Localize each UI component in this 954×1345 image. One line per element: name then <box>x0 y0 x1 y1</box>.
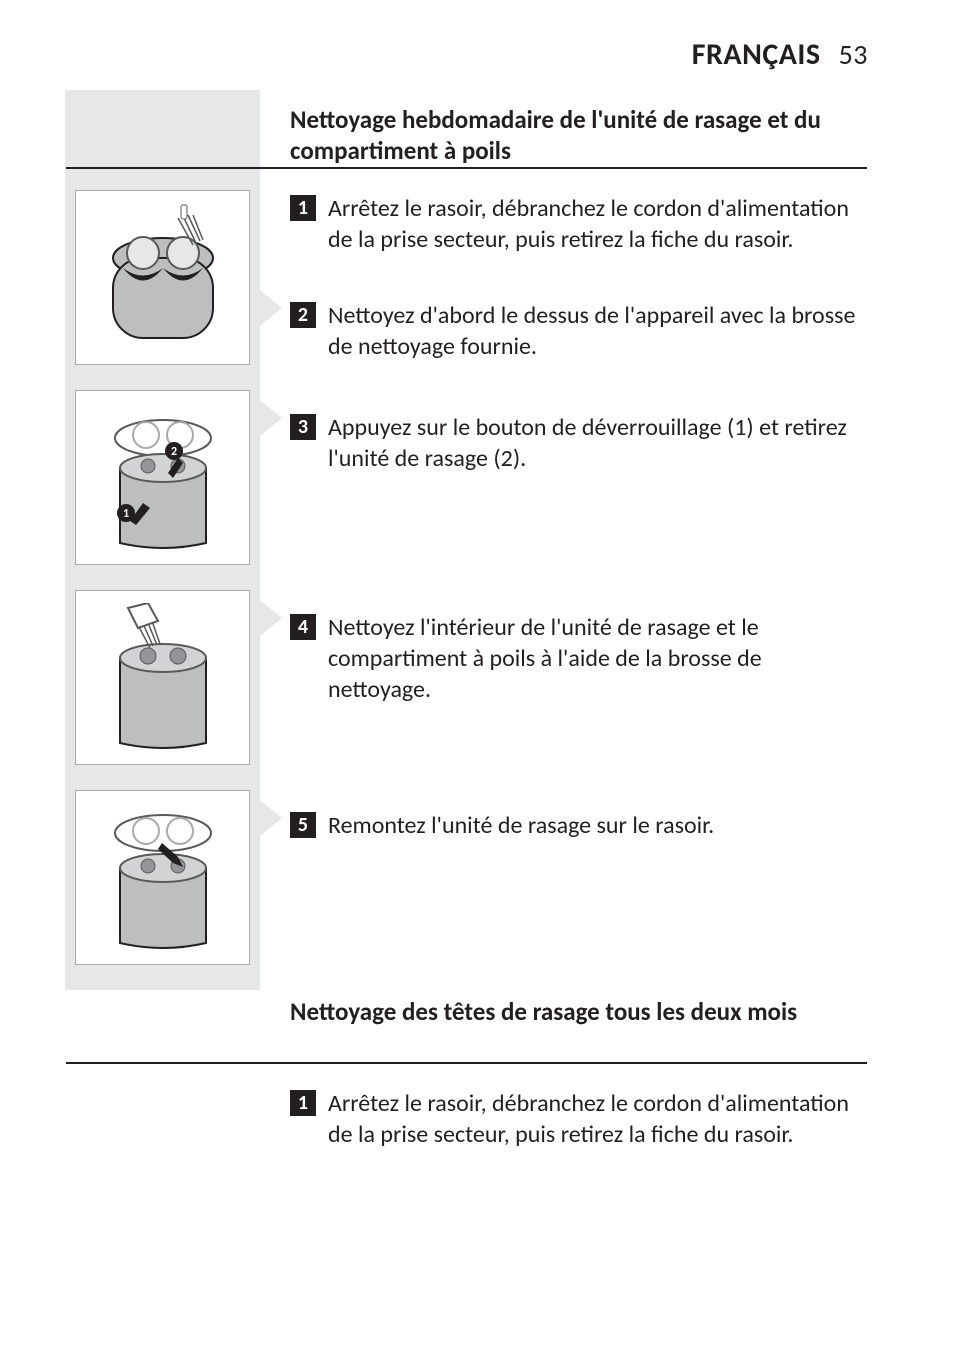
section-title-bimonthly: Nettoyage des têtes de rasage tous les d… <box>290 996 868 1035</box>
step-number-badge: 1 <box>290 1090 316 1116</box>
step-text: Arrêtez le rasoir, débranchez le cordon … <box>328 193 868 255</box>
section-title-text: Nettoyage des têtes de rasage tous les d… <box>290 996 868 1027</box>
step-number-badge: 5 <box>290 812 316 838</box>
svg-text:1: 1 <box>122 507 128 521</box>
page-number: 53 <box>839 37 868 72</box>
step-text: Appuyez sur le bouton de déverrouillage … <box>328 412 868 474</box>
svg-text:2: 2 <box>170 445 176 459</box>
illustration-brush-top <box>75 190 250 365</box>
section-title-weekly: Nettoyage hebdomadaire de l'unité de ras… <box>290 104 868 175</box>
step-text: Nettoyez d'abord le dessus de l'appareil… <box>328 300 868 362</box>
step-number-badge: 2 <box>290 302 316 328</box>
illustration-remove-unit: 2 1 <box>75 390 250 565</box>
step-5: 5 Remontez l'unité de rasage sur le raso… <box>290 810 868 841</box>
section-title-text: Nettoyage hebdomadaire de l'unité de ras… <box>290 104 868 167</box>
illustration-reassemble <box>75 790 250 965</box>
pointer-triangle-icon <box>260 400 282 436</box>
step-text: Arrêtez le rasoir, débranchez le cordon … <box>328 1088 868 1150</box>
step-number-badge: 4 <box>290 614 316 640</box>
illustration-column: 2 1 <box>65 90 260 990</box>
step-3: 3 Appuyez sur le bouton de déverrouillag… <box>290 412 868 474</box>
language-label: FRANÇAIS <box>692 36 821 73</box>
step-text: Remontez l'unité de rasage sur le rasoir… <box>328 810 868 841</box>
step-1: 1 Arrêtez le rasoir, débranchez le cordo… <box>290 193 868 255</box>
pointer-triangle-icon <box>260 290 282 326</box>
step-2: 2 Nettoyez d'abord le dessus de l'appare… <box>290 300 868 362</box>
step-4: 4 Nettoyez l'intérieur de l'unité de ras… <box>290 612 868 706</box>
step-1-section2: 1 Arrêtez le rasoir, débranchez le cordo… <box>290 1088 868 1150</box>
step-number-badge: 1 <box>290 195 316 221</box>
page-header: FRANÇAIS 53 <box>692 36 868 73</box>
pointer-triangle-icon <box>260 800 282 836</box>
step-text: Nettoyez l'intérieur de l'unité de rasag… <box>328 612 868 706</box>
illustration-brush-inside <box>75 590 250 765</box>
section-divider <box>66 1062 867 1064</box>
step-number-badge: 3 <box>290 414 316 440</box>
pointer-triangle-icon <box>260 600 282 636</box>
